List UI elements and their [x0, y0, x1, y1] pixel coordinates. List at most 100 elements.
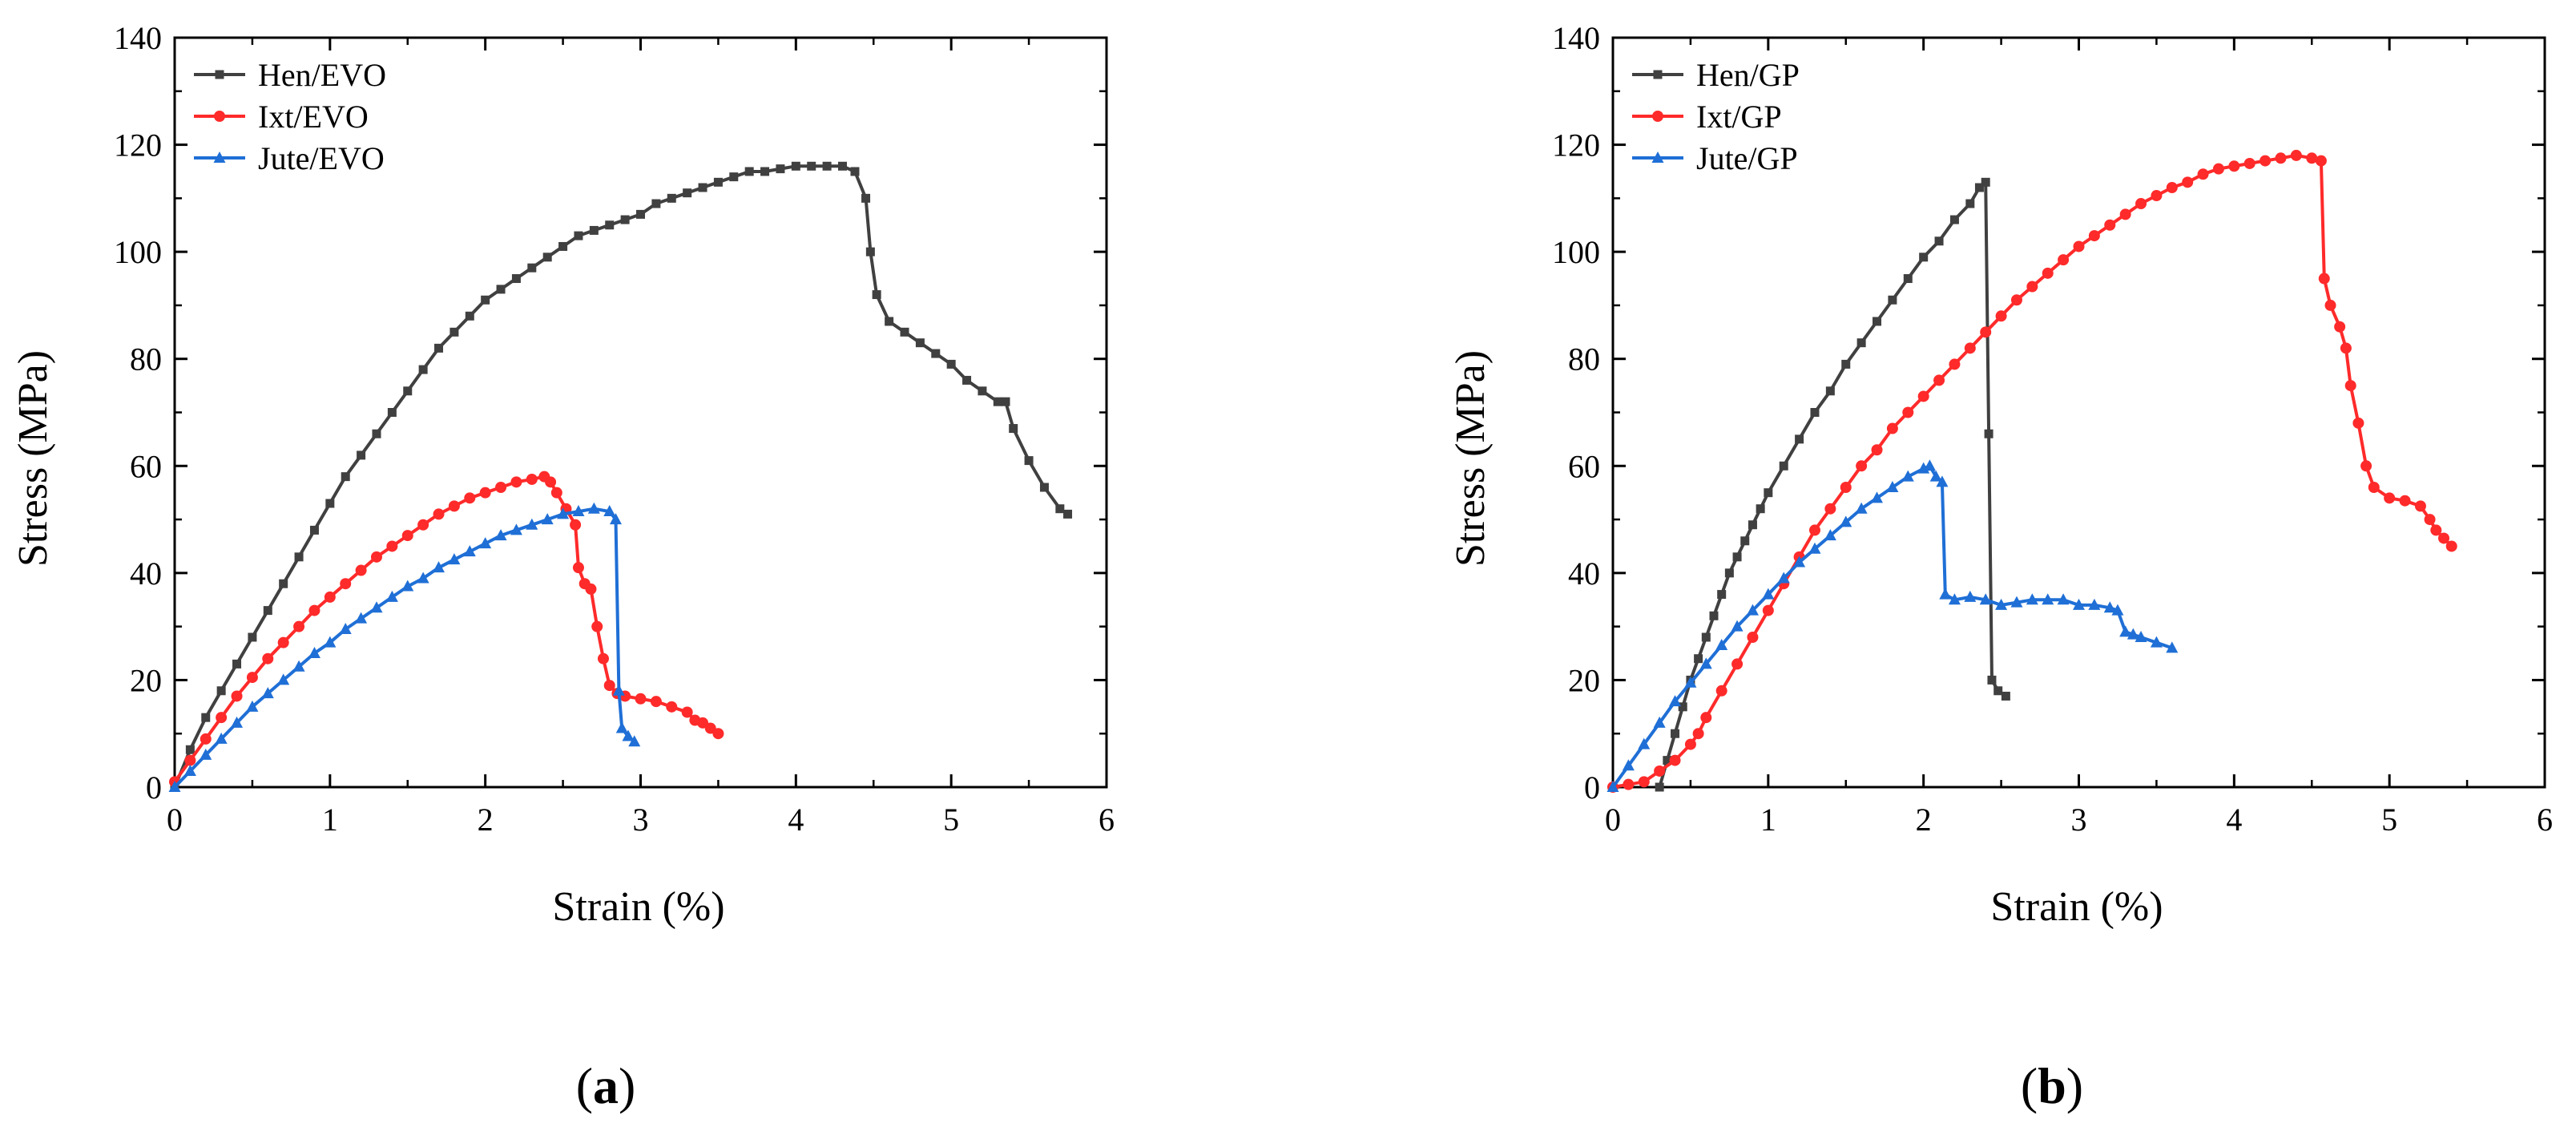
data-point — [570, 519, 582, 531]
data-point — [1965, 199, 1975, 208]
data-point — [434, 343, 444, 353]
data-point — [681, 706, 693, 718]
data-point — [572, 505, 585, 517]
data-point — [1939, 588, 1952, 600]
data-point — [667, 193, 676, 203]
data-point — [277, 636, 289, 648]
x-tick-label: 0 — [1605, 802, 1621, 838]
data-point — [591, 620, 603, 632]
data-point — [1678, 702, 1687, 712]
data-point — [232, 659, 242, 669]
legend-label: Hen/EVO — [258, 57, 386, 93]
data-point — [1981, 177, 1990, 187]
data-point — [2318, 273, 2330, 285]
data-point — [837, 161, 847, 171]
data-point — [1039, 483, 1049, 492]
y-tick-label: 100 — [1552, 234, 1600, 270]
y-tick-label: 0 — [146, 769, 162, 806]
data-point — [403, 386, 413, 396]
data-point — [2260, 155, 2272, 167]
data-point — [1929, 470, 1942, 482]
legend-marker — [1651, 151, 1664, 163]
data-point — [2340, 342, 2352, 354]
data-point — [2315, 155, 2327, 167]
data-point — [2026, 281, 2038, 293]
data-point — [231, 716, 244, 728]
data-point — [292, 660, 305, 672]
data-point — [712, 728, 724, 740]
data-point — [1732, 552, 1742, 562]
data-point — [433, 561, 445, 573]
data-point — [324, 636, 337, 648]
data-point — [1001, 397, 1010, 406]
data-point — [246, 672, 258, 684]
data-point — [1987, 675, 1997, 685]
data-point — [1979, 593, 1992, 605]
data-point — [615, 721, 628, 733]
y-tick-label: 120 — [1552, 127, 1600, 164]
data-point — [962, 375, 972, 385]
data-point — [481, 295, 490, 305]
data-point — [448, 500, 460, 512]
x-tick-label: 0 — [167, 802, 183, 838]
data-point — [2360, 460, 2372, 472]
data-point — [791, 161, 800, 171]
data-point — [527, 263, 537, 273]
data-point — [308, 604, 320, 616]
data-point — [231, 690, 243, 702]
data-point — [1933, 374, 1945, 386]
x-tick-label: 6 — [1099, 802, 1115, 838]
y-tick-label: 60 — [1568, 448, 1600, 484]
data-point — [622, 729, 635, 741]
data-point — [494, 529, 507, 541]
data-point — [1949, 215, 1959, 224]
data-point — [526, 473, 538, 485]
legend-marker — [1652, 111, 1663, 122]
data-point — [324, 591, 336, 603]
data-point — [1808, 542, 1821, 554]
data-point — [2119, 625, 2132, 637]
data-point — [1638, 737, 1651, 749]
panel-a-caption: (a) — [576, 1057, 636, 1114]
data-point — [1622, 759, 1635, 771]
data-point — [2197, 168, 2209, 180]
x-tick-label: 6 — [2537, 802, 2553, 838]
data-point — [2334, 321, 2346, 333]
data-point — [861, 193, 871, 203]
data-point — [357, 450, 366, 460]
legend-label: Jute/EVO — [258, 140, 385, 176]
series-jute-gp — [1606, 459, 2179, 792]
data-point — [2306, 152, 2318, 164]
data-point — [1701, 632, 1711, 642]
data-point — [1824, 503, 1836, 515]
series-ixt-gp — [1607, 149, 2457, 793]
x-tick-label: 5 — [2381, 802, 2397, 838]
data-point — [542, 252, 552, 262]
data-point — [495, 482, 507, 493]
legend: Hen/EVO Ixt/EVO Jute/EVO — [194, 57, 386, 176]
data-point — [465, 311, 474, 321]
data-point — [340, 578, 352, 590]
data-point — [1764, 488, 1773, 498]
data-point — [1606, 781, 1619, 792]
data-point — [2073, 598, 2085, 610]
data-point — [1762, 588, 1775, 600]
data-point — [1934, 236, 1944, 246]
data-point — [2010, 294, 2022, 306]
y-tick-label: 100 — [114, 234, 162, 270]
data-point — [246, 700, 259, 712]
data-point — [1856, 338, 1866, 348]
data-point — [2103, 601, 2116, 613]
data-point — [308, 647, 320, 659]
data-point — [279, 579, 288, 588]
data-point — [572, 562, 584, 574]
data-point — [1840, 515, 1852, 527]
x-tick-label: 4 — [788, 802, 804, 838]
data-point — [1715, 685, 1727, 697]
data-point — [2275, 152, 2287, 164]
y-tick-label: 40 — [1568, 555, 1600, 592]
x-tick-label: 1 — [1760, 802, 1776, 838]
y-tick-label: 140 — [1552, 20, 1600, 56]
legend-label: Jute/GP — [1696, 140, 1798, 176]
